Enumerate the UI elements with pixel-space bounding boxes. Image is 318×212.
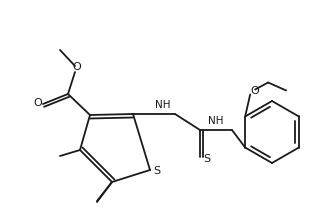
Text: S: S [154, 166, 161, 176]
Text: O: O [73, 62, 81, 72]
Text: NH: NH [155, 100, 171, 110]
Text: O: O [34, 98, 42, 108]
Text: NH: NH [208, 116, 224, 126]
Text: S: S [204, 154, 211, 164]
Text: O: O [251, 86, 259, 96]
